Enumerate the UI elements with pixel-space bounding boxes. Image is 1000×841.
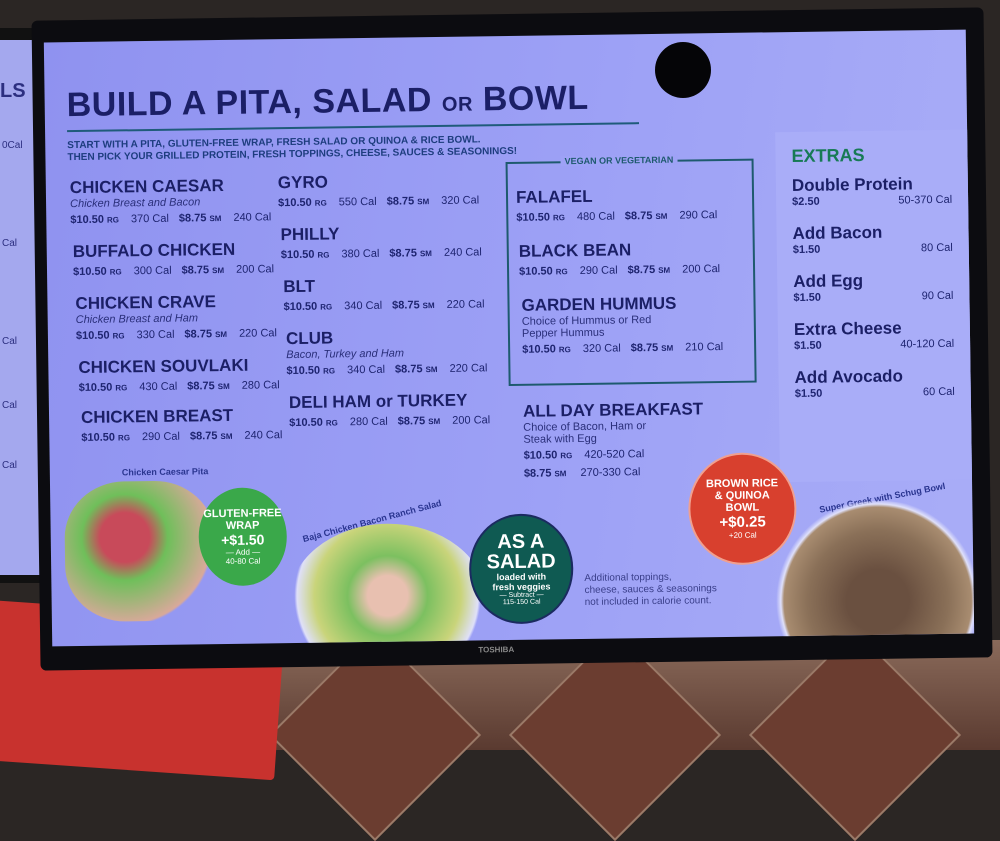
salad-photo bbox=[286, 522, 489, 647]
extra-item: Add Avocado $1.50 60 Cal bbox=[794, 366, 955, 401]
menu-item-breakfast: ALL DAY BREAKFAST Choice of Bacon, Ham o… bbox=[522, 399, 704, 480]
pita-photo bbox=[63, 480, 216, 623]
menu-item: BLACK BEAN $10.50 RG 290 Cal $8.75 SM 200 Cal bbox=[518, 240, 721, 278]
menu-item: FALAFEL $10.50 RG 480 Cal $8.75 SM 290 Cal bbox=[515, 186, 718, 224]
gluten-free-badge: GLUTEN-FREE WRAP +$1.50 — Add — 40-80 Ca… bbox=[198, 487, 288, 587]
camera-notch bbox=[655, 42, 711, 98]
fragment: Cal bbox=[2, 336, 18, 347]
menu-item: PHILLY $10.50 RG 380 Cal $8.75 SM 240 Cal bbox=[280, 224, 482, 262]
fragment: Cal bbox=[2, 238, 18, 249]
menu-item: CHICKEN CAESAR Chicken Breast and Bacon $1… bbox=[69, 175, 272, 227]
fragment: LS bbox=[0, 80, 26, 102]
fragment: Cal bbox=[2, 400, 18, 411]
tv-brand: TOSHIBA bbox=[478, 645, 515, 655]
menu-item: CLUB Bacon, Turkey and Ham $10.50 RG 340 Cal… bbox=[285, 328, 488, 378]
extra-item: Add Egg $1.50 90 Cal bbox=[793, 271, 954, 305]
menu-item: GYRO $10.50 RG 550 Cal $8.75 SM 320 Cal bbox=[277, 172, 480, 210]
menu-screen: BUILD A PITA, SALAD OR BOWL START WITH A… bbox=[43, 29, 975, 647]
extra-item: Extra Cheese $1.50 40-120 Cal bbox=[793, 318, 955, 353]
extras-heading: EXTRAS bbox=[791, 145, 865, 167]
as-salad-badge: AS A SALAD loaded with fresh veggies — S… bbox=[468, 513, 574, 625]
menu-item: BUFFALO CHICKEN $10.50 RG 300 Cal $8.75 SM 200… bbox=[72, 239, 275, 279]
menu-item: CHICKEN SOUVLAKI $10.50 RG 430 Cal $8.75 SM 28… bbox=[78, 355, 280, 395]
menu-item: CHICKEN CRAVE Chicken Breast and Ham $10.5… bbox=[75, 292, 278, 343]
menu-title: BUILD A PITA, SALAD OR BOWL bbox=[66, 78, 589, 125]
fragment: Cal bbox=[2, 460, 18, 471]
menu-item: DELI HAM or TURKEY $10.50 RG 280 Cal $8.75 SM… bbox=[288, 390, 491, 430]
fragment: 0Cal bbox=[2, 140, 23, 151]
extra-item: Add Bacon $1.50 80 Cal bbox=[792, 222, 953, 257]
vegan-label: VEGAN OR VEGETARIAN bbox=[560, 154, 678, 167]
caption-pita: Chicken Caesar Pita bbox=[121, 466, 209, 478]
subtitle: START WITH A PITA, GLUTEN-FREE WRAP, FRE… bbox=[67, 134, 518, 164]
extra-item: Double Protein $2.50 50-370 Cal bbox=[791, 174, 953, 209]
menu-item: BLT $10.50 RG 340 Cal $8.75 SM 220 Cal bbox=[283, 276, 485, 314]
menu-item: CHICKEN BREAST $10.50 RG 290 Cal $8.75 SM 240 … bbox=[80, 405, 283, 444]
menu-item: GARDEN HUMMUS Choice of Hummus or Red Pep… bbox=[521, 293, 724, 356]
footnote: Additional toppings, cheese, sauces & sea… bbox=[584, 571, 717, 608]
